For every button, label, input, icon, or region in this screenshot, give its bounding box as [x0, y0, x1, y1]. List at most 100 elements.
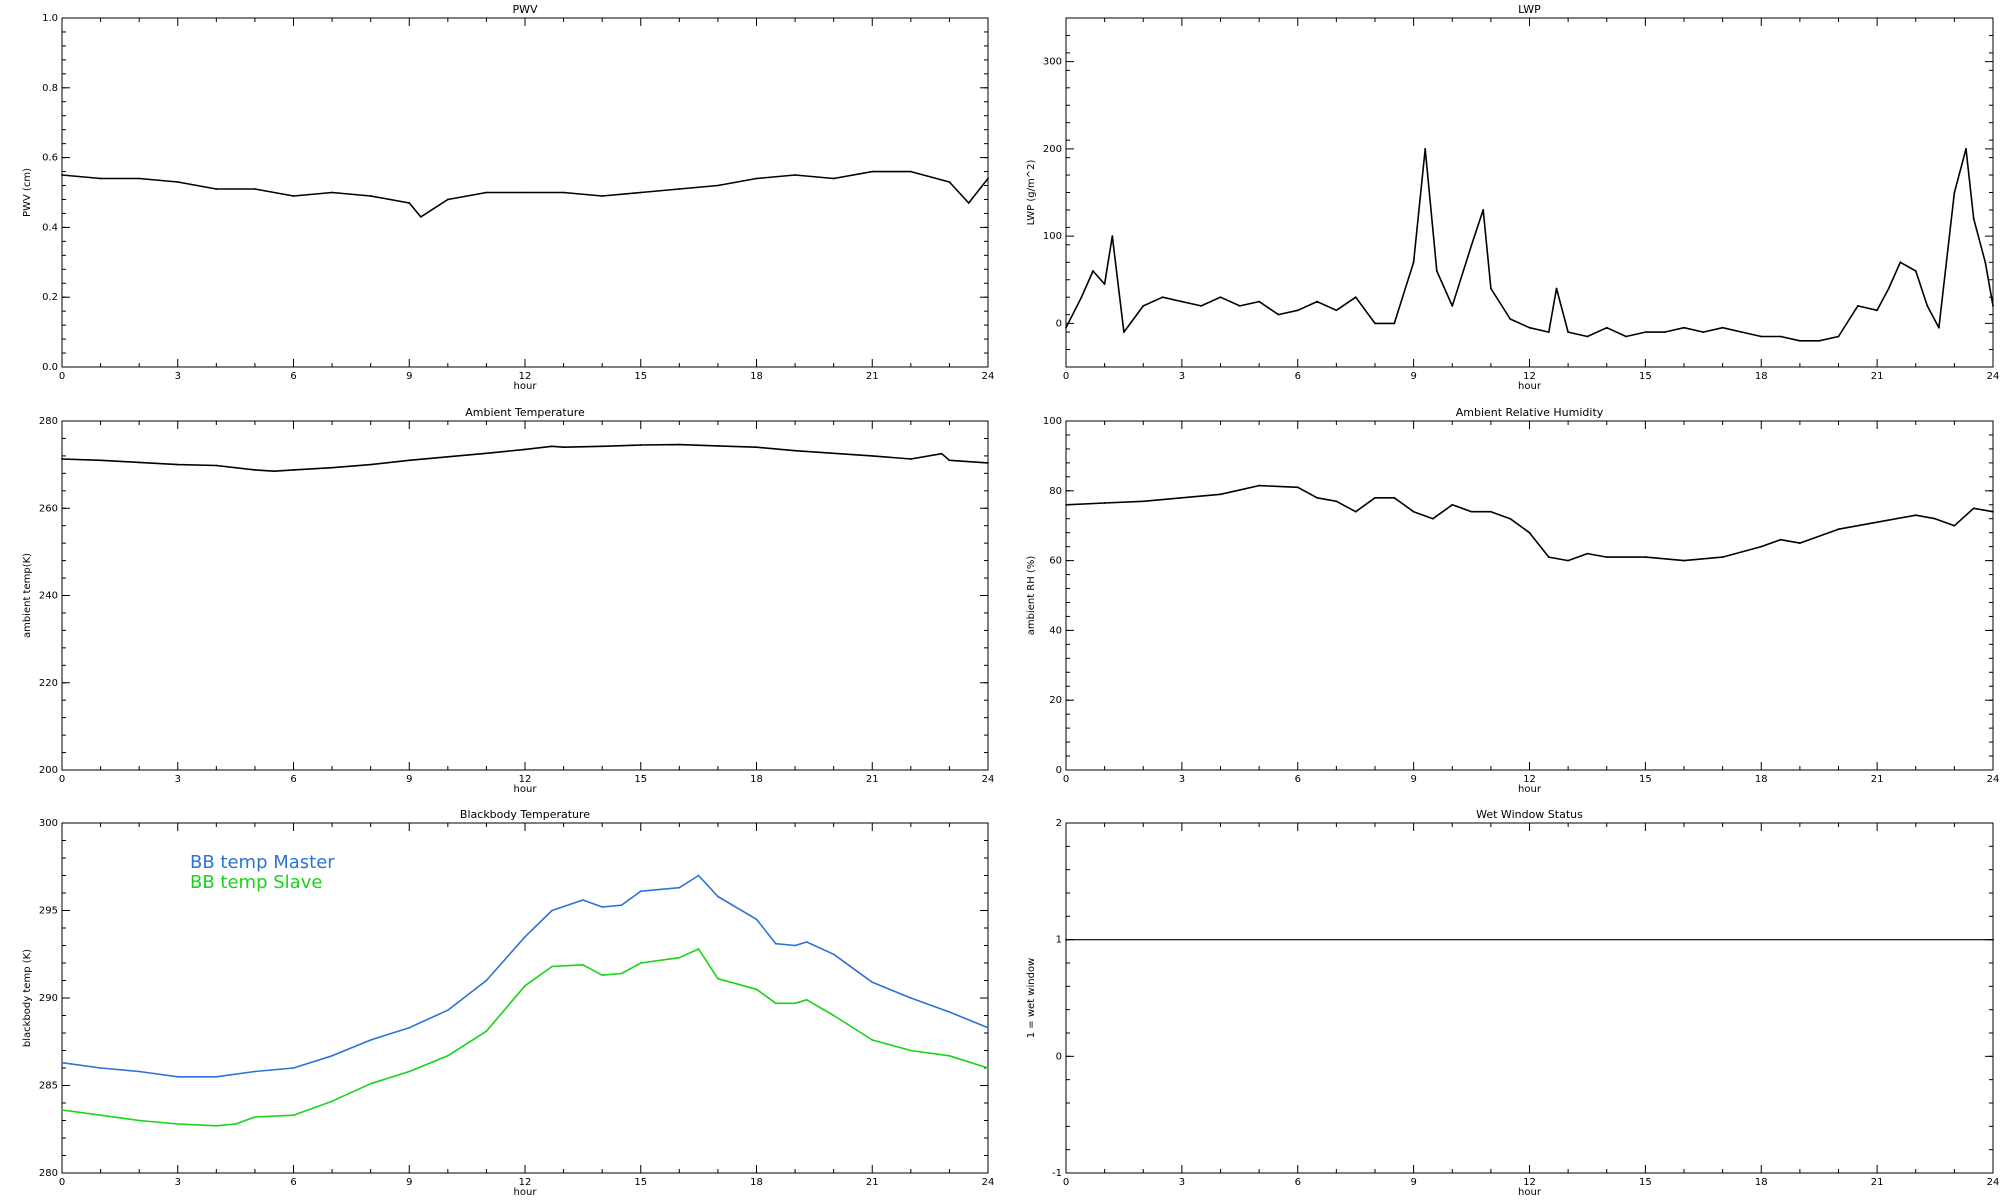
x-tick-label: 18 — [1755, 1177, 1768, 1188]
data-point — [1992, 938, 1994, 941]
data-point — [1837, 528, 1840, 531]
x-tick-label: 9 — [406, 1177, 412, 1188]
data-point — [408, 1070, 411, 1073]
data-point — [1938, 326, 1940, 329]
x-tick-label: 12 — [519, 774, 532, 785]
data-point — [369, 1039, 372, 1041]
data-point — [176, 1075, 179, 1078]
data-point — [331, 466, 333, 469]
x-tick-label: 3 — [175, 371, 181, 382]
x-tick-label: 18 — [1755, 371, 1768, 382]
data-point — [948, 181, 951, 183]
data-point — [909, 997, 912, 999]
data-point — [1296, 486, 1299, 489]
data-point — [485, 979, 488, 982]
data-point — [1432, 517, 1434, 520]
data-point — [1721, 556, 1724, 559]
data-point — [1984, 261, 1987, 264]
data-point — [551, 445, 553, 448]
data-point — [678, 956, 681, 959]
x-tick-label: 15 — [634, 371, 647, 382]
data-point — [524, 984, 526, 987]
data-point — [369, 195, 372, 197]
data-point — [485, 191, 488, 194]
x-axis-label: hour — [514, 784, 538, 795]
data-point — [1354, 296, 1357, 299]
data-point — [99, 1114, 102, 1117]
plot-frame — [1065, 420, 1994, 771]
temp-series-line — [61, 443, 989, 473]
y-axis-label: ambient temp(K) — [22, 553, 33, 638]
y-tick-label: 0 — [1056, 318, 1062, 329]
data-point — [1238, 305, 1241, 307]
data-point — [446, 1009, 449, 1012]
y-tick-label: 290 — [39, 993, 58, 1004]
data-point — [1934, 517, 1936, 520]
x-tick-label: 12 — [1523, 774, 1536, 785]
x-tick-label: 24 — [1987, 371, 2000, 382]
x-tick-label: 6 — [290, 774, 296, 785]
x-tick-label: 0 — [59, 1177, 65, 1188]
data-point — [1180, 496, 1183, 499]
data-point — [1509, 318, 1512, 320]
data-point — [138, 461, 141, 464]
y-tick-label: 0.2 — [42, 292, 58, 303]
data-point — [1876, 309, 1879, 312]
y-tick-label: 220 — [39, 678, 58, 689]
data-point — [1435, 270, 1438, 272]
data-point — [1965, 147, 1967, 150]
data-point — [1277, 313, 1280, 316]
data-point — [1335, 309, 1338, 312]
data-point — [871, 981, 874, 984]
data-point — [138, 177, 141, 180]
x-tick-label: 15 — [1639, 774, 1652, 785]
data-point — [1547, 331, 1550, 333]
data-point — [1663, 331, 1666, 333]
data-point — [755, 988, 758, 991]
data-point — [871, 1039, 874, 1041]
x-tick-label: 15 — [1639, 1177, 1652, 1188]
data-point — [1899, 261, 1902, 264]
data-point — [1393, 496, 1396, 499]
data-point — [1424, 147, 1427, 150]
data-point — [369, 1082, 372, 1085]
data-point — [562, 191, 565, 194]
data-point — [794, 944, 796, 947]
rh-chart: Ambient Relative Humidity 0 3 6 9 12 15 18 21 24 h… — [1026, 406, 1999, 795]
data-point — [215, 1124, 218, 1127]
data-point — [1103, 283, 1106, 286]
data-point — [176, 181, 179, 183]
data-point — [987, 461, 989, 464]
data-point — [678, 886, 681, 889]
data-point — [678, 443, 681, 446]
y-axis-label: blackbody temp (K) — [22, 949, 33, 1047]
data-point — [369, 463, 372, 466]
data-point — [234, 1123, 237, 1125]
data-point — [1992, 510, 1994, 513]
x-tick-label: 3 — [175, 1177, 181, 1188]
data-point — [1972, 507, 1975, 510]
data-point — [1374, 496, 1376, 499]
data-point — [485, 1030, 488, 1033]
data-point — [524, 448, 526, 451]
y-tick-label: 200 — [1043, 144, 1062, 155]
data-point — [1644, 331, 1647, 333]
rh-series-line — [1065, 484, 1994, 562]
data-point — [987, 177, 989, 180]
data-point — [1702, 331, 1705, 333]
y-tick-label: 60 — [1049, 556, 1062, 567]
data-point — [215, 188, 218, 190]
y-tick-label: 1.0 — [42, 13, 58, 24]
data-point — [1065, 503, 1067, 506]
data-point — [138, 1119, 141, 1122]
data-point — [948, 459, 951, 462]
plot-frame — [1065, 822, 1994, 1174]
y-tick-label: 280 — [39, 1168, 58, 1179]
data-point — [524, 191, 526, 194]
data-point — [717, 444, 719, 447]
x-axis-label: hour — [1518, 1187, 1542, 1198]
data-point — [909, 170, 912, 173]
data-point — [601, 195, 604, 197]
